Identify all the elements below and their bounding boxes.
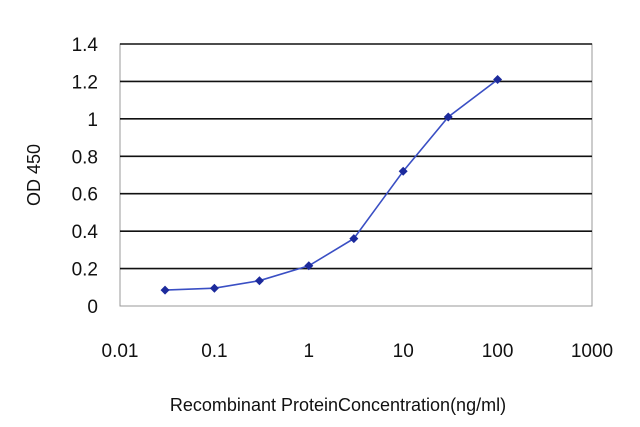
y-tick-label: 1.4 bbox=[72, 35, 99, 56]
y-tick-label: 0.8 bbox=[72, 147, 98, 168]
data-point bbox=[160, 285, 170, 295]
y-tick-label: 0.4 bbox=[72, 222, 99, 243]
data-point bbox=[254, 276, 264, 286]
gridlines bbox=[120, 43, 592, 270]
x-tick-label: 1 bbox=[304, 341, 315, 362]
x-tick-label: 0.1 bbox=[201, 341, 227, 362]
y-tick-label: 0 bbox=[87, 297, 98, 318]
y-axis-title: OD 450 bbox=[24, 144, 44, 206]
axis-ticks: 0 0.2 0.4 0.6 0.8 1 1.2 1.4 0.01 0.1 1 10 100 1000 bbox=[72, 35, 614, 362]
x-axis-title: Recombinant ProteinConcentration(ng/ml) bbox=[170, 395, 506, 415]
x-tick-label: 100 bbox=[482, 341, 514, 362]
data-point bbox=[493, 75, 503, 85]
y-tick-label: 1 bbox=[87, 110, 98, 131]
x-tick-label: 10 bbox=[393, 341, 414, 362]
data-point bbox=[349, 234, 359, 244]
x-tick-label: 0.01 bbox=[102, 341, 139, 362]
series-line bbox=[164, 78, 499, 291]
data-point bbox=[209, 283, 219, 293]
plot-area bbox=[119, 43, 593, 307]
x-tick-label: 1000 bbox=[571, 341, 613, 362]
data-point bbox=[398, 166, 408, 176]
data-series bbox=[160, 75, 503, 295]
y-tick-label: 1.2 bbox=[72, 72, 98, 93]
y-tick-label: 0.6 bbox=[72, 185, 98, 206]
data-point bbox=[304, 261, 314, 271]
y-tick-label: 0.2 bbox=[72, 260, 98, 281]
data-point bbox=[443, 112, 453, 122]
